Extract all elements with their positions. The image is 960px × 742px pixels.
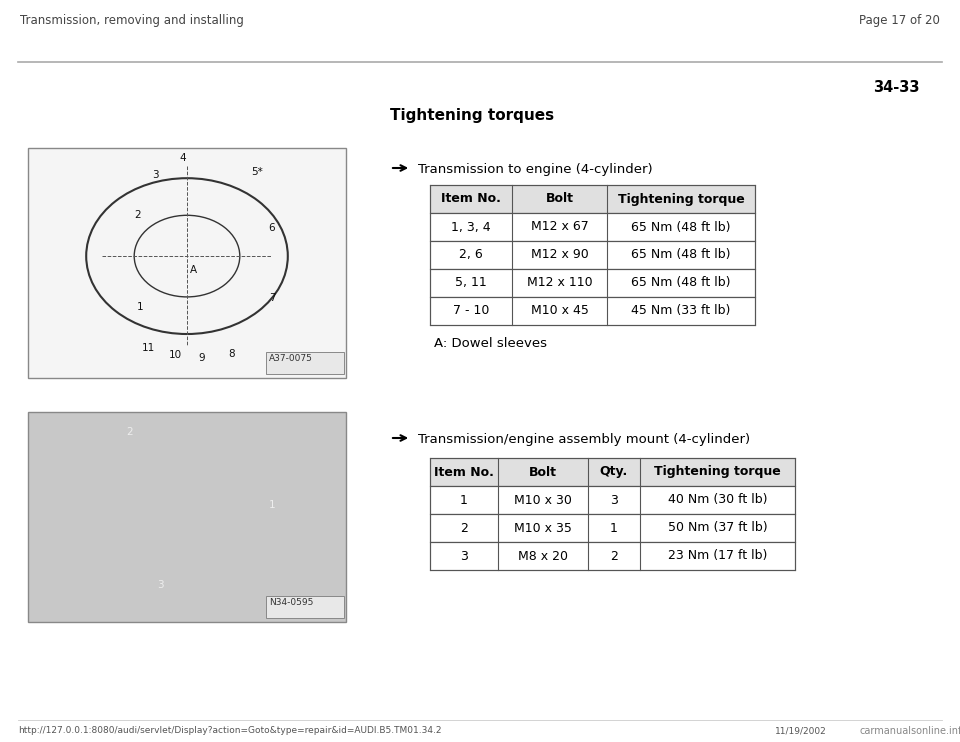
- Text: Item No.: Item No.: [441, 192, 501, 206]
- Text: Bolt: Bolt: [529, 465, 557, 479]
- Text: Tightening torque: Tightening torque: [654, 465, 780, 479]
- Text: 1: 1: [610, 522, 618, 534]
- Text: M10 x 45: M10 x 45: [531, 304, 588, 318]
- Text: 50 Nm (37 ft lb): 50 Nm (37 ft lb): [668, 522, 767, 534]
- Text: 2: 2: [610, 550, 618, 562]
- Text: 3: 3: [610, 493, 618, 507]
- Text: 1: 1: [269, 500, 276, 510]
- Text: 9: 9: [199, 353, 205, 363]
- Text: M12 x 67: M12 x 67: [531, 220, 588, 234]
- Text: 11: 11: [141, 343, 155, 353]
- Text: 23 Nm (17 ft lb): 23 Nm (17 ft lb): [668, 550, 767, 562]
- Text: Tightening torques: Tightening torques: [390, 108, 554, 123]
- Text: 1, 3, 4: 1, 3, 4: [451, 220, 491, 234]
- Text: M10 x 30: M10 x 30: [514, 493, 572, 507]
- Text: Transmission, removing and installing: Transmission, removing and installing: [20, 14, 244, 27]
- Text: 1: 1: [460, 493, 468, 507]
- Text: 10: 10: [168, 350, 181, 360]
- Text: 5*: 5*: [252, 167, 263, 177]
- Text: 34-33: 34-33: [874, 80, 920, 95]
- Text: 3: 3: [460, 550, 468, 562]
- Bar: [430, 213, 755, 241]
- Text: Item No.: Item No.: [434, 465, 494, 479]
- Bar: [266, 596, 344, 618]
- Text: 2: 2: [127, 427, 133, 437]
- Text: 40 Nm (30 ft lb): 40 Nm (30 ft lb): [668, 493, 767, 507]
- Text: 7: 7: [269, 293, 276, 303]
- Text: Page 17 of 20: Page 17 of 20: [859, 14, 940, 27]
- Text: 65 Nm (48 ft lb): 65 Nm (48 ft lb): [632, 277, 731, 289]
- Bar: [28, 412, 346, 622]
- Text: Tightening torque: Tightening torque: [617, 192, 744, 206]
- Text: Transmission/engine assembly mount (4-cylinder): Transmission/engine assembly mount (4-cy…: [418, 433, 750, 446]
- Text: Transmission to engine (4-cylinder): Transmission to engine (4-cylinder): [418, 163, 653, 176]
- Text: 3: 3: [156, 580, 163, 590]
- Text: 5, 11: 5, 11: [455, 277, 487, 289]
- Text: M8 x 20: M8 x 20: [518, 550, 568, 562]
- Text: N34-0595: N34-0595: [269, 598, 313, 607]
- Text: M12 x 90: M12 x 90: [531, 249, 588, 261]
- Text: 3: 3: [152, 170, 158, 180]
- Text: carmanualsonline.info: carmanualsonline.info: [860, 726, 960, 736]
- Text: 65 Nm (48 ft lb): 65 Nm (48 ft lb): [632, 249, 731, 261]
- Bar: [430, 514, 795, 542]
- Text: 4: 4: [180, 153, 186, 163]
- Bar: [430, 542, 795, 570]
- Text: 6: 6: [269, 223, 276, 233]
- Text: http://127.0.0.1:8080/audi/servlet/Display?action=Goto&type=repair&id=AUDI.B5.TM: http://127.0.0.1:8080/audi/servlet/Displ…: [18, 726, 442, 735]
- Text: 7 - 10: 7 - 10: [453, 304, 490, 318]
- Text: 8: 8: [228, 349, 235, 359]
- Text: 45 Nm (33 ft lb): 45 Nm (33 ft lb): [632, 304, 731, 318]
- Bar: [430, 241, 755, 269]
- Bar: [430, 486, 795, 514]
- Bar: [430, 458, 795, 486]
- Text: 65 Nm (48 ft lb): 65 Nm (48 ft lb): [632, 220, 731, 234]
- Bar: [430, 185, 755, 213]
- Text: 2, 6: 2, 6: [459, 249, 483, 261]
- Text: 1: 1: [136, 302, 143, 312]
- Text: A: A: [189, 265, 197, 275]
- Bar: [266, 352, 344, 374]
- Bar: [430, 269, 755, 297]
- Text: Qty.: Qty.: [600, 465, 628, 479]
- Text: 2: 2: [134, 210, 141, 220]
- Text: M10 x 35: M10 x 35: [514, 522, 572, 534]
- Bar: [28, 148, 346, 378]
- Text: 11/19/2002: 11/19/2002: [775, 726, 827, 735]
- Text: A37-0075: A37-0075: [269, 354, 313, 363]
- Text: 2: 2: [460, 522, 468, 534]
- Text: M12 x 110: M12 x 110: [527, 277, 592, 289]
- Text: A: Dowel sleeves: A: Dowel sleeves: [434, 337, 547, 350]
- Text: Bolt: Bolt: [545, 192, 573, 206]
- Bar: [430, 297, 755, 325]
